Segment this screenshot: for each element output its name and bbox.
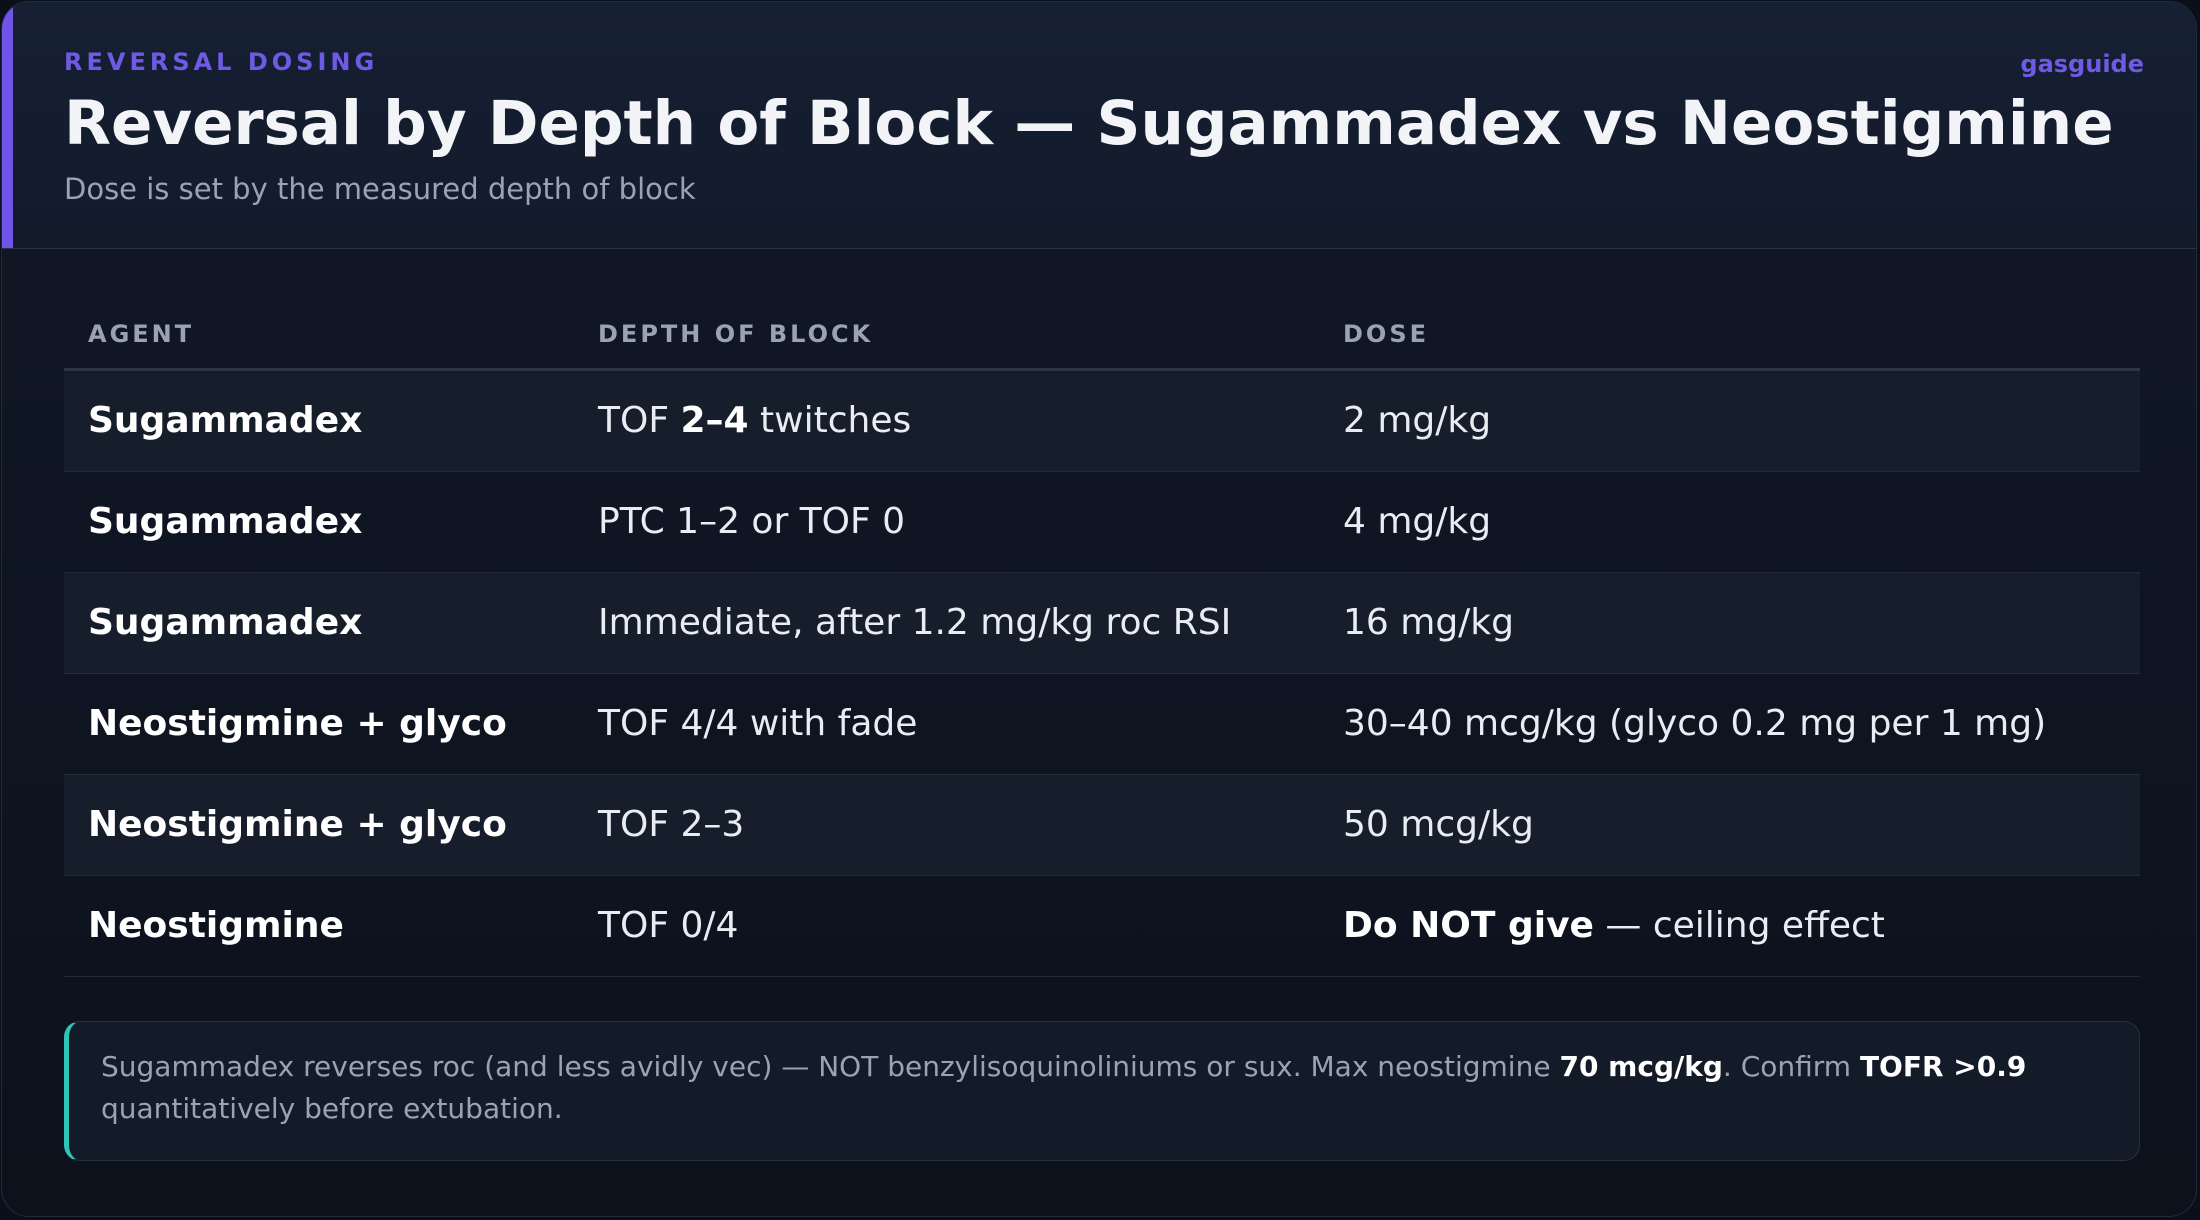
column-header-depth: DEPTH OF BLOCK (598, 320, 874, 348)
dose-cell: 2 mg/kg (1343, 400, 1492, 441)
depth-cell: TOF 2–3 (598, 804, 745, 845)
agent-cell: Sugammadex (88, 602, 363, 643)
table-row: Sugammadex Immediate, after 1.2 mg/kg ro… (64, 573, 2140, 674)
dose-cell: Do NOT give — ceiling effect (1343, 905, 1885, 946)
accent-bar (2, 2, 13, 248)
table-row: Sugammadex TOF 2–4 twitches 2 mg/kg (64, 371, 2140, 472)
dose-cell: 4 mg/kg (1343, 501, 1492, 542)
table-row: Neostigmine + glyco TOF 4/4 with fade 30… (64, 674, 2140, 775)
dose-cell: 16 mg/kg (1343, 602, 1514, 643)
clinical-note: Sugammadex reverses roc (and less avidly… (64, 1021, 2140, 1161)
agent-cell: Neostigmine (88, 905, 344, 946)
table-header: AGENT DEPTH OF BLOCK DOSE (64, 298, 2140, 371)
agent-cell: Neostigmine + glyco (88, 703, 507, 744)
note-emphasis: 70 mcg/kg (1559, 1050, 1723, 1083)
dose-cell: 50 mcg/kg (1343, 804, 1534, 845)
table-row: Neostigmine TOF 0/4 Do NOT give — ceilin… (64, 876, 2140, 977)
column-header-dose: DOSE (1343, 320, 1430, 348)
column-header-agent: AGENT (88, 320, 195, 348)
depth-emphasis: 2–4 (680, 400, 749, 441)
page-subtitle: Dose is set by the measured depth of blo… (64, 172, 696, 206)
dose-warning: Do NOT give (1343, 905, 1594, 946)
agent-cell: Sugammadex (88, 501, 363, 542)
dosing-table: AGENT DEPTH OF BLOCK DOSE Sugammadex TOF… (64, 298, 2140, 977)
depth-cell: PTC 1–2 or TOF 0 (598, 501, 906, 542)
page-title: Reversal by Depth of Block — Sugammadex … (64, 88, 2114, 159)
section-kicker: REVERSAL DOSING (64, 48, 379, 76)
depth-cell: TOF 2–4 twitches (598, 400, 912, 441)
depth-cell: Immediate, after 1.2 mg/kg roc RSI (598, 602, 1232, 643)
table-row: Sugammadex PTC 1–2 or TOF 0 4 mg/kg (64, 472, 2140, 573)
dose-cell: 30–40 mcg/kg (glyco 0.2 mg per 1 mg) (1343, 703, 2047, 744)
agent-cell: Sugammadex (88, 400, 363, 441)
table-row: Neostigmine + glyco TOF 2–3 50 mcg/kg (64, 775, 2140, 876)
card-header: REVERSAL DOSING gasguide Reversal by Dep… (2, 2, 2196, 249)
depth-cell: TOF 0/4 (598, 905, 739, 946)
brand-label: gasguide (2020, 50, 2144, 78)
depth-cell: TOF 4/4 with fade (598, 703, 918, 744)
note-emphasis: TOFR >0.9 (1859, 1050, 2027, 1083)
agent-cell: Neostigmine + glyco (88, 804, 507, 845)
